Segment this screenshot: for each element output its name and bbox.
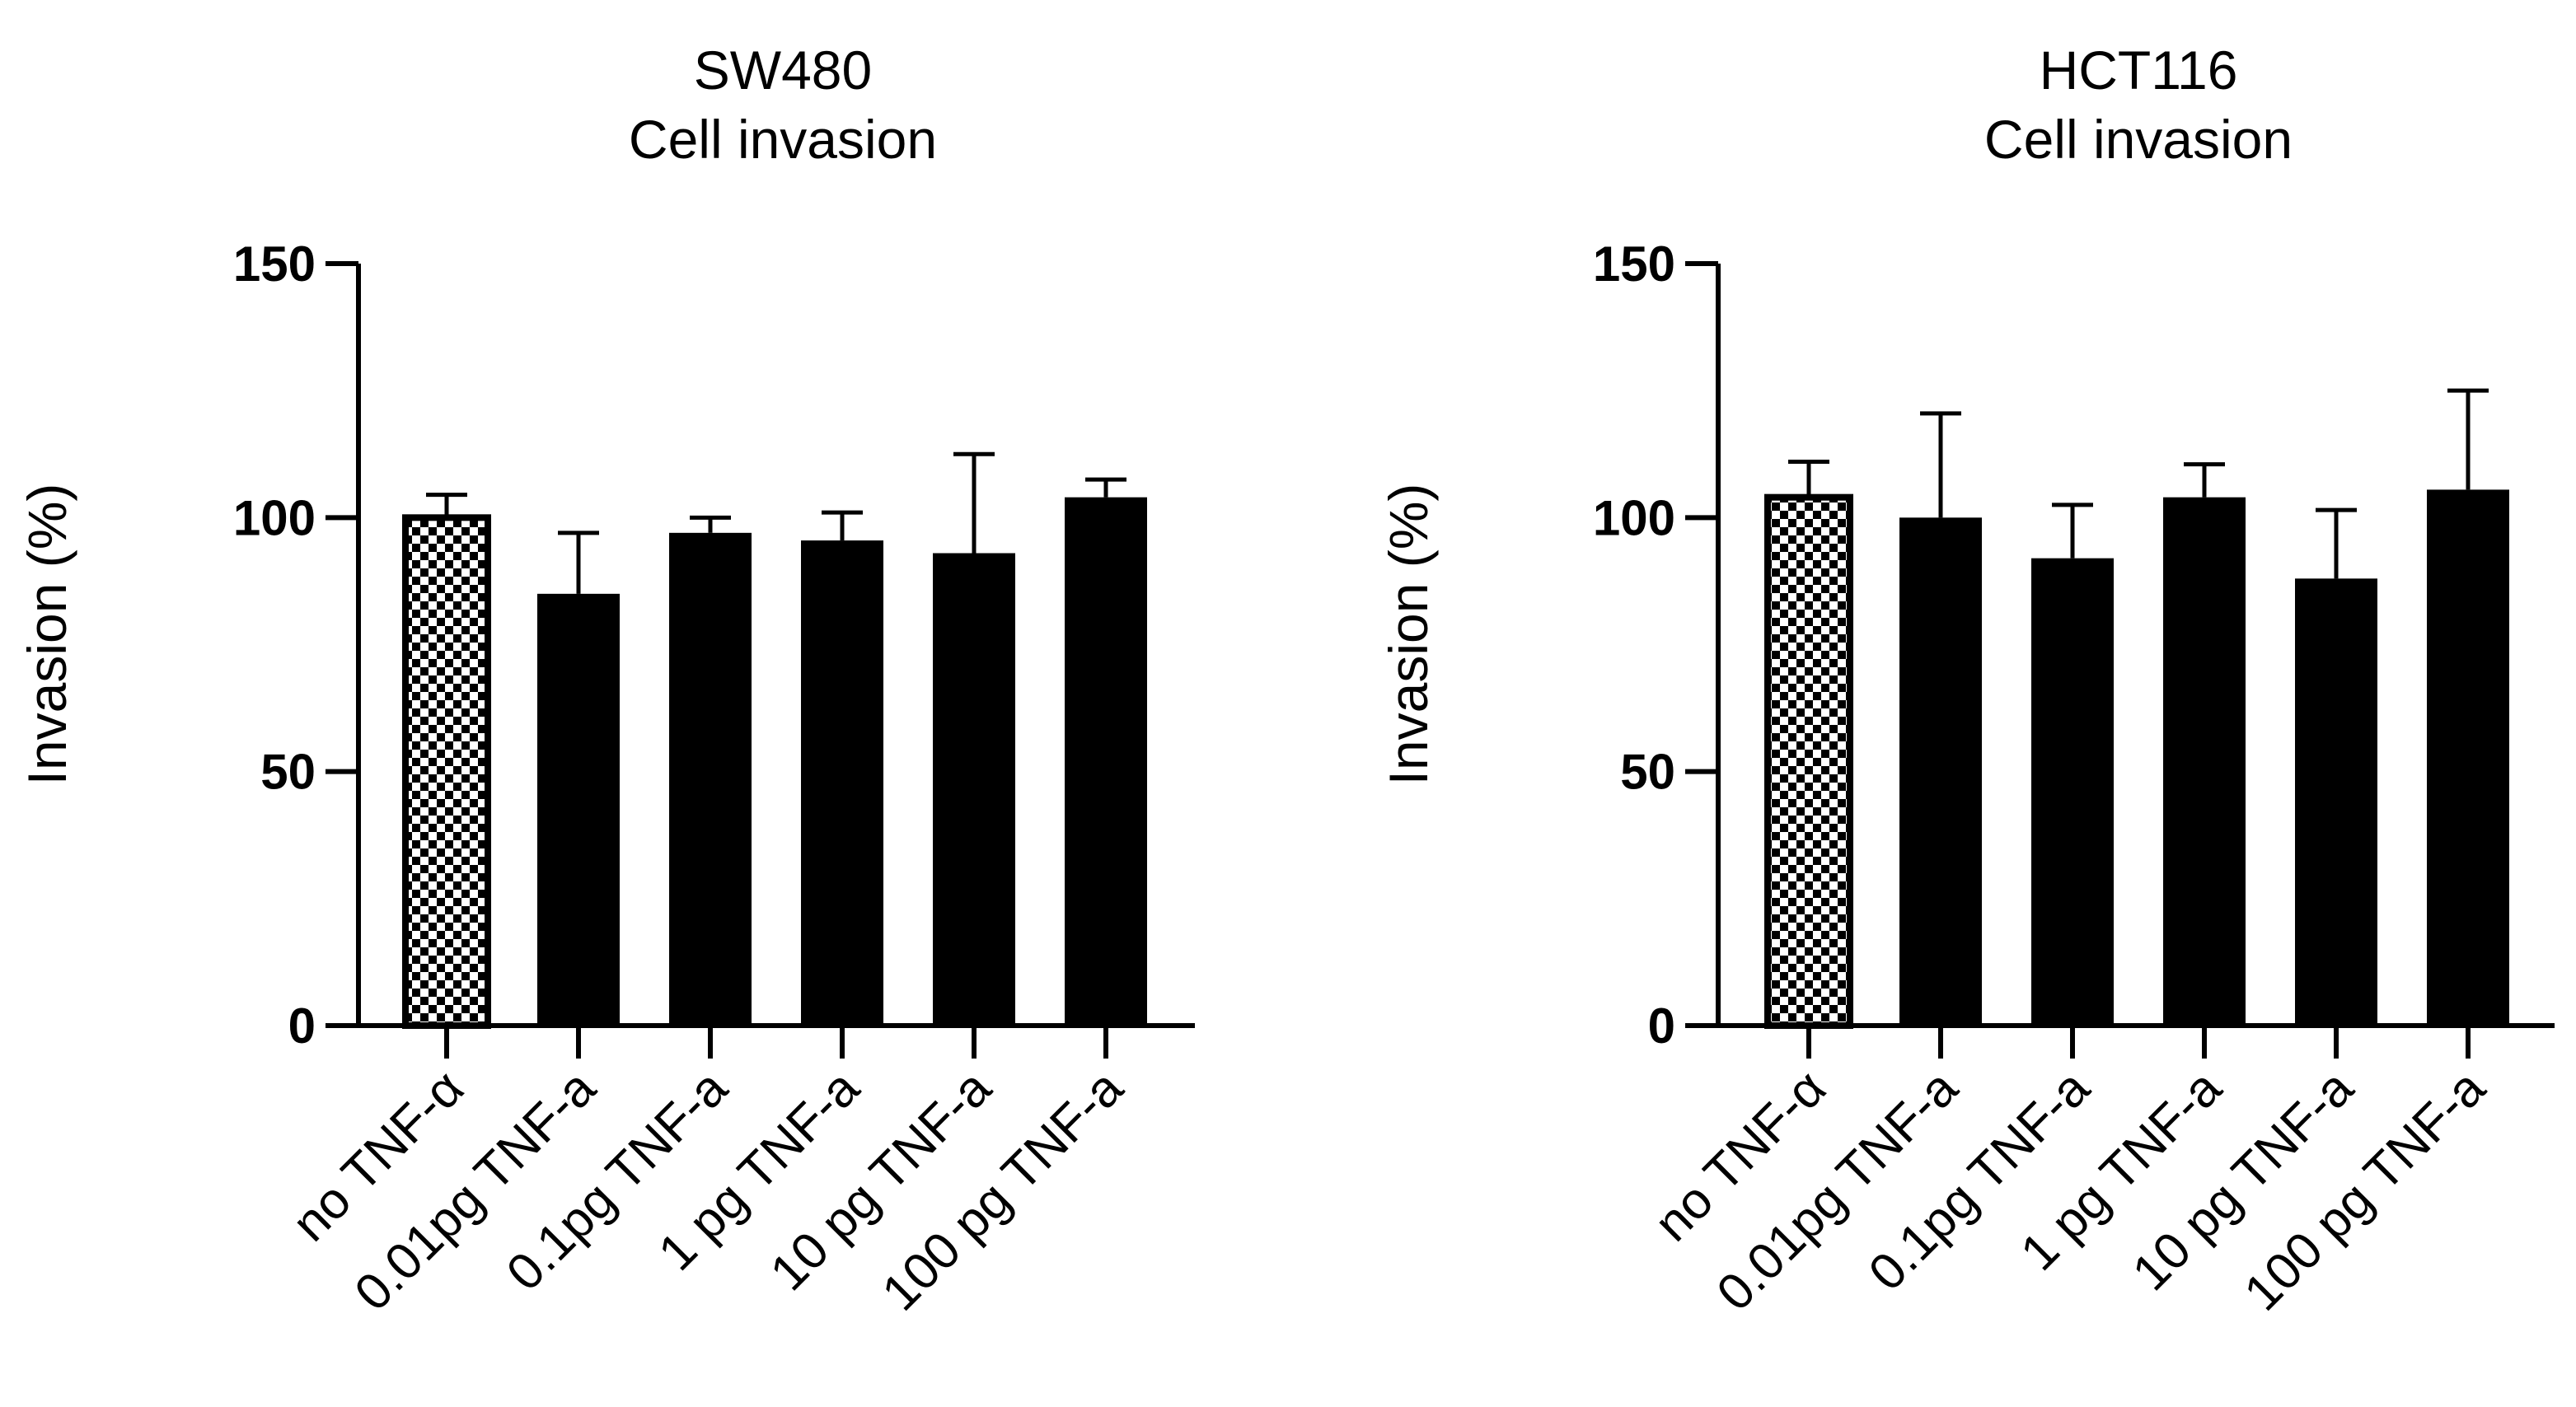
y-axis-label: Invasion (%) xyxy=(1378,484,1439,786)
y-tick-label: 150 xyxy=(233,236,316,292)
chart-title-line-1: SW480 xyxy=(694,40,872,100)
bar-6 xyxy=(1065,497,1147,1026)
bar-1 xyxy=(1764,493,1853,1029)
bar-6 xyxy=(2427,489,2509,1026)
bar-4 xyxy=(801,540,883,1026)
y-tick-label: 100 xyxy=(1593,490,1675,545)
bar-5 xyxy=(933,553,1015,1026)
chart-panel-hct116: HCT116 Cell invasion Invasion (%) 0 50 100 150… xyxy=(1378,40,2555,1322)
bar-1 xyxy=(402,514,491,1029)
bar-3 xyxy=(669,532,752,1026)
y-tick-label: 50 xyxy=(1620,745,1675,800)
y-tick-label: 0 xyxy=(288,998,316,1054)
chart-title-line-1: HCT116 xyxy=(2040,40,2238,100)
y-axis-label: Invasion (%) xyxy=(16,484,77,786)
bar-2 xyxy=(537,593,620,1026)
bar-3 xyxy=(2031,558,2114,1026)
y-tick-label: 50 xyxy=(260,745,316,800)
bar-5 xyxy=(2295,578,2377,1026)
bar-4 xyxy=(2163,497,2246,1026)
y-tick-label: 0 xyxy=(1648,998,1675,1054)
chart-title-line-2: Cell invasion xyxy=(1984,109,2293,170)
y-tick-label: 100 xyxy=(233,490,316,545)
y-tick-label: 150 xyxy=(1593,236,1675,292)
chart-title-line-2: Cell invasion xyxy=(629,109,937,170)
bar-2 xyxy=(1899,517,1982,1026)
